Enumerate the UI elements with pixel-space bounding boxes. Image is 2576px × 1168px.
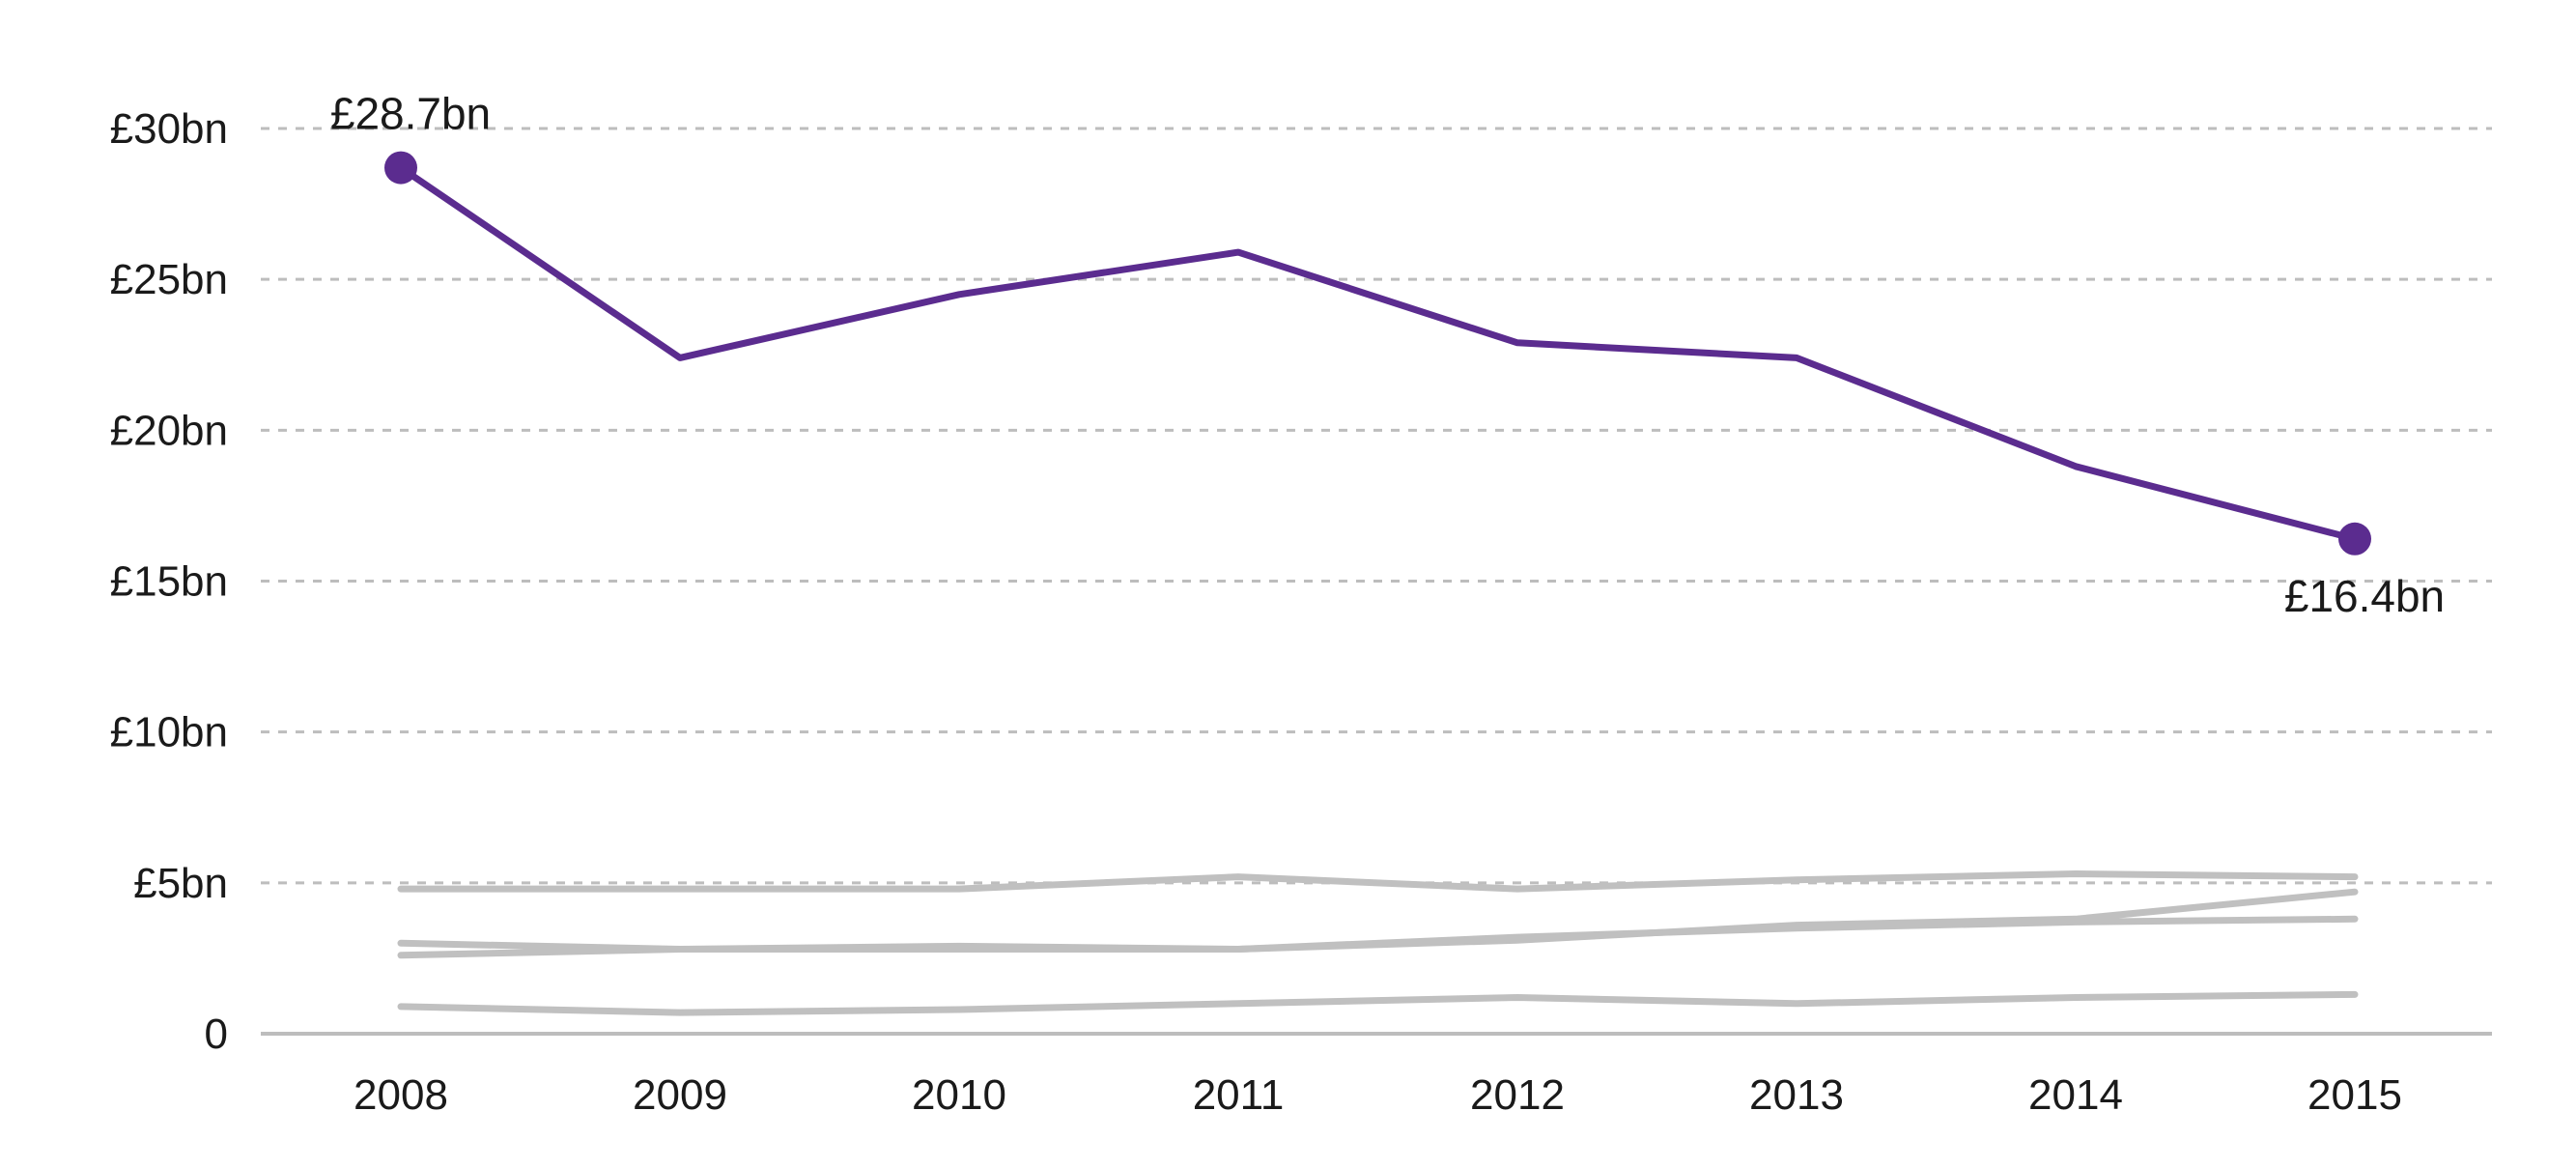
data-point-marker	[2338, 522, 2371, 556]
x-tick-label: 2015	[2307, 1071, 2402, 1119]
annotations: £28.7bn £16.4bn	[330, 89, 2445, 621]
x-tick-label: 2013	[1749, 1071, 1844, 1119]
data-label: £16.4bn	[2284, 571, 2445, 621]
y-tick-label: £20bn	[110, 407, 228, 454]
background-series-line	[397, 870, 2359, 893]
background-series-line	[397, 915, 2359, 959]
data-point-marker	[384, 151, 417, 185]
y-tick-label: £10bn	[110, 709, 228, 756]
y-tick-label: £15bn	[110, 558, 228, 606]
y-tick-label: £30bn	[110, 105, 228, 153]
y-tick-labels: 0 £5bn £10bn £15bn £20bn £25bn £30bn	[110, 105, 228, 1058]
y-tick-label: £5bn	[133, 860, 228, 907]
background-series	[397, 870, 2359, 1016]
x-tick-label: 2012	[1470, 1071, 1565, 1119]
x-tick-label: 2014	[2028, 1071, 2123, 1119]
y-tick-label: £25bn	[110, 256, 228, 303]
y-tick-label: 0	[205, 1011, 228, 1058]
data-label: £28.7bn	[330, 89, 491, 139]
highlighted-series-line	[397, 164, 2359, 543]
highlighted-series	[397, 164, 2359, 543]
x-tick-label: 2009	[633, 1071, 727, 1119]
background-series-line	[397, 990, 2359, 1016]
x-tick-label: 2011	[1193, 1071, 1285, 1119]
x-tick-labels: 2008 2009 2010 2011 2012 2013 2014 2015	[354, 1071, 2402, 1119]
x-tick-label: 2010	[912, 1071, 1006, 1119]
gridlines	[261, 127, 2492, 885]
x-tick-label: 2008	[354, 1071, 448, 1119]
